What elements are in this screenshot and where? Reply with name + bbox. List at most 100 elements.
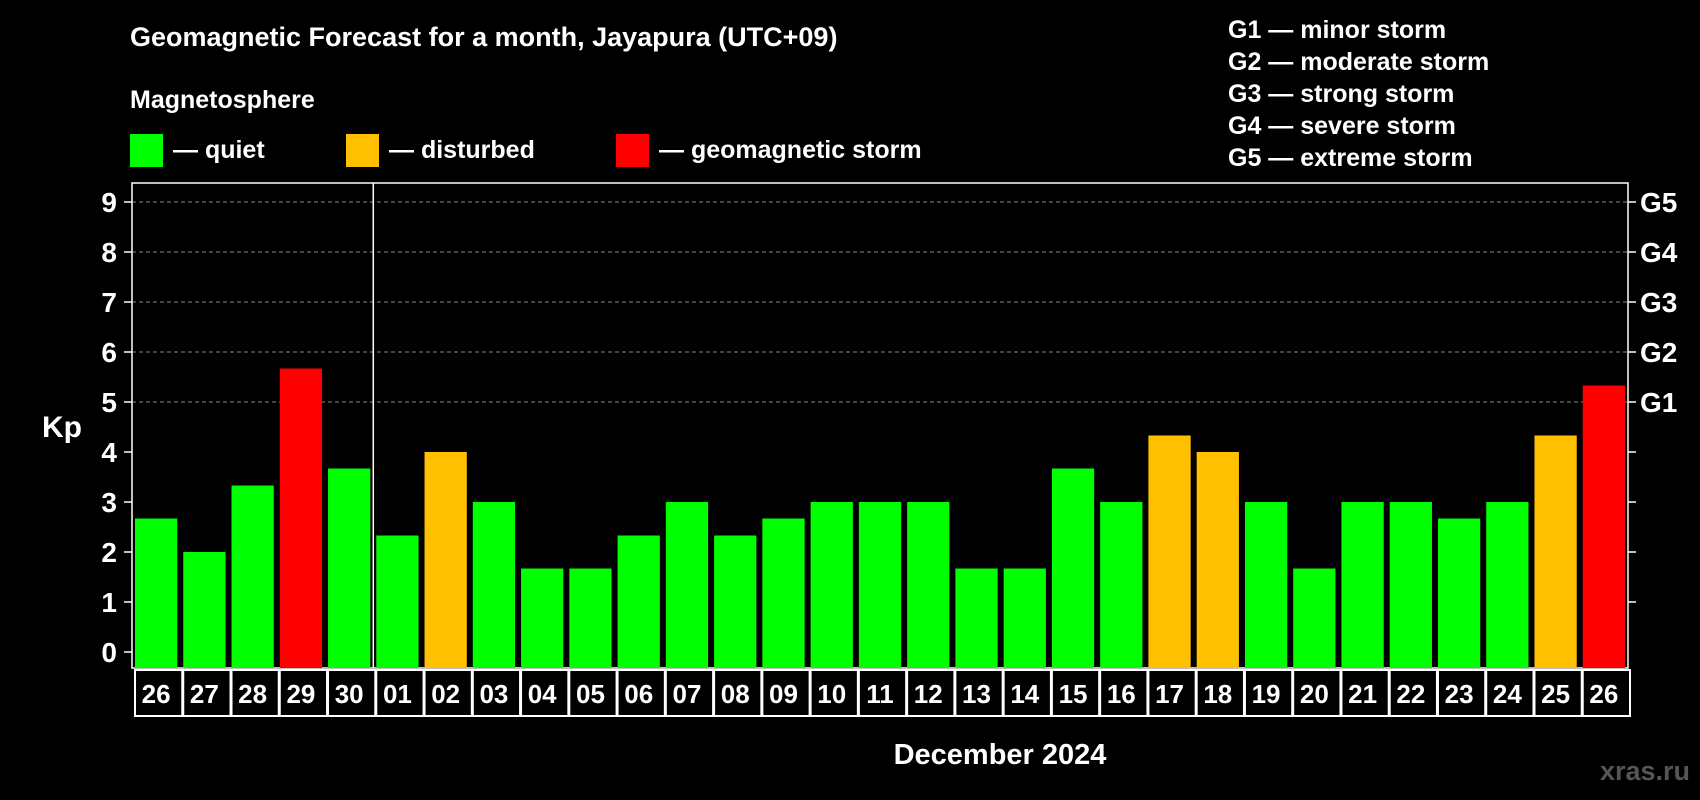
bar-disturbed — [1196, 452, 1239, 668]
g-level-label: G2 — [1640, 337, 1677, 368]
x-label-box — [1581, 669, 1632, 717]
bar-quiet — [1341, 502, 1384, 668]
bar-quiet — [1389, 502, 1432, 668]
x-tick-label: 23 — [1445, 679, 1474, 709]
y-tick-label: 1 — [101, 587, 117, 618]
g-scale-item: G2 — moderate storm — [1228, 48, 1490, 76]
legend-swatch-quiet — [130, 134, 163, 167]
bar-quiet — [1051, 468, 1095, 668]
x-tick-label: 16 — [1107, 679, 1136, 709]
x-tick-label: 13 — [962, 679, 991, 709]
x-tick-label: 17 — [1155, 679, 1184, 709]
bar-quiet — [858, 502, 902, 668]
x-label-box — [1243, 669, 1294, 717]
y-axis-label: Kp — [42, 411, 82, 444]
x-tick-label: 18 — [1203, 679, 1232, 709]
bar-storm — [279, 368, 323, 668]
bar-quiet — [1486, 502, 1529, 668]
bar-disturbed — [1534, 435, 1577, 668]
x-tick-label: 08 — [721, 679, 750, 709]
x-tick-label: 28 — [238, 679, 267, 709]
x-tick-label: 10 — [817, 679, 846, 709]
y-tick-label: 3 — [101, 487, 117, 518]
y-tick-label: 9 — [101, 187, 117, 218]
x-tick-label: 22 — [1396, 679, 1425, 709]
g-level-label: G3 — [1640, 287, 1677, 318]
bar-quiet — [810, 502, 853, 668]
x-tick-label: 26 — [1589, 679, 1618, 709]
bar-quiet — [376, 535, 419, 668]
bar-quiet — [1437, 518, 1481, 668]
bar-quiet — [569, 568, 612, 668]
x-tick-label: 25 — [1541, 679, 1570, 709]
x-tick-label: 15 — [1059, 679, 1088, 709]
x-tick-label: 24 — [1493, 679, 1522, 709]
legend-label-disturbed: — disturbed — [389, 136, 535, 164]
legend-title: Magnetosphere — [130, 86, 315, 114]
legend-item-storm: — geomagnetic storm — [616, 134, 922, 167]
x-tick-label: 19 — [1252, 679, 1281, 709]
g-level-label: G1 — [1640, 387, 1677, 418]
legend-label-storm: — geomagnetic storm — [659, 136, 922, 164]
y-tick-label: 7 — [101, 287, 117, 318]
bar-storm — [1582, 385, 1625, 668]
x-tick-label: 09 — [769, 679, 798, 709]
bar-quiet — [1100, 502, 1143, 668]
x-label-box — [134, 669, 184, 717]
legend-label-quiet: — quiet — [173, 136, 265, 164]
x-tick-label: 07 — [673, 679, 702, 709]
chart-title: Geomagnetic Forecast for a month, Jayapu… — [130, 22, 838, 52]
g-level-label: G5 — [1640, 187, 1677, 218]
legend-item-quiet: — quiet — [130, 134, 265, 167]
bar-quiet — [955, 568, 998, 668]
y-tick-label: 4 — [101, 437, 117, 468]
x-tick-label: 01 — [383, 679, 412, 709]
legend-swatch-disturbed — [346, 134, 379, 167]
x-tick-label: 29 — [286, 679, 315, 709]
x-tick-label: 27 — [190, 679, 219, 709]
legend-swatch-storm — [616, 134, 649, 167]
bar-quiet — [1003, 568, 1046, 668]
x-tick-label: 26 — [142, 679, 171, 709]
y-tick-label: 6 — [101, 337, 117, 368]
bar-quiet — [328, 468, 371, 668]
bar-quiet — [472, 502, 516, 668]
x-tick-label: 20 — [1300, 679, 1329, 709]
bar-quiet — [521, 568, 564, 668]
watermark: xras.ru — [1599, 756, 1690, 786]
bar-quiet — [665, 502, 709, 668]
x-tick-label: 11 — [866, 679, 894, 709]
x-tick-label: 03 — [479, 679, 508, 709]
bar-disturbed — [424, 452, 467, 668]
y-tick-label: 2 — [101, 537, 117, 568]
g-scale-legend: G1 — minor storm G2 — moderate storm G3 … — [1228, 14, 1489, 174]
x-tick-label: 05 — [576, 679, 605, 709]
bar-quiet — [762, 518, 805, 668]
bar-quiet — [231, 485, 274, 668]
x-tick-label: 04 — [528, 679, 557, 709]
y-tick-label: 5 — [101, 387, 117, 418]
bar-quiet — [617, 535, 660, 668]
x-tick-label: 30 — [335, 679, 364, 709]
g-scale-item: G4 — severe storm — [1228, 112, 1456, 140]
y-tick-label: 0 — [101, 637, 117, 668]
x-tick-label: 12 — [914, 679, 943, 709]
bar-quiet — [1293, 568, 1336, 668]
x-label-box — [664, 669, 715, 717]
bar-quiet — [1244, 502, 1288, 668]
g-scale-item: G3 — strong storm — [1228, 80, 1455, 108]
x-tick-label: 02 — [431, 679, 460, 709]
bar-disturbed — [1148, 435, 1191, 668]
x-tick-label: 06 — [624, 679, 653, 709]
x-tick-label: 14 — [1010, 679, 1039, 709]
g-scale-item: G5 — extreme storm — [1228, 144, 1473, 172]
x-axis-label: December 2024 — [894, 739, 1107, 771]
y-tick-label: 8 — [101, 237, 117, 268]
bar-quiet — [714, 535, 757, 668]
x-tick-label: 21 — [1348, 679, 1377, 709]
x-label-box — [375, 669, 425, 717]
g-scale-item: G1 — minor storm — [1228, 16, 1447, 44]
bar-quiet — [907, 502, 950, 668]
legend-item-disturbed: — disturbed — [346, 134, 535, 167]
